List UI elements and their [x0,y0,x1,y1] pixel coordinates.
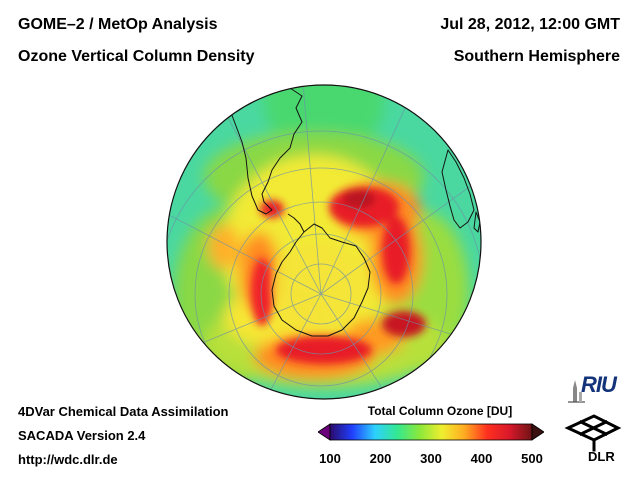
dlr-logo-text: DLR [588,449,615,464]
riu-logo [568,380,585,403]
antarctic-peninsula [287,213,305,233]
south-america-coast [229,85,303,215]
date-label: Jul 28, 2012, 12:00 GMT [440,16,620,33]
colorbar-gradient [329,423,533,441]
footer-line2: SACADA Version 2.4 [18,428,146,443]
madagascar-coast [473,211,481,233]
colorbar-tick-400: 400 [470,451,493,466]
africa-coast [441,149,475,229]
antarctica-coast [271,223,371,337]
riu-logo-text: RIU [581,372,617,397]
footer-line1: 4DVar Chemical Data Assimilation [18,404,229,419]
dlr-logo-icon [564,414,622,452]
colorbar-high-arrow [531,423,544,441]
colorbar-tick-300: 300 [420,451,442,466]
colorbar-tick-500: 500 [521,451,543,466]
colorbar-title: Total Column Ozone [DU] [367,404,513,418]
colorbar [318,423,544,441]
footer-line3: http://wdc.dlr.de [18,452,118,467]
colorbar-low-arrow [318,423,331,441]
graticule [167,85,481,399]
colorbar-tick-200: 200 [369,451,392,466]
riu-tower-icon [573,380,577,402]
title-line2: Ozone Vertical Column Density [18,48,255,65]
colorbar-tick-100: 100 [319,451,341,466]
region-label: Southern Hemisphere [453,48,620,65]
globe-outline [166,84,482,400]
ozone-globe-map [166,84,482,400]
title-line1: GOME–2 / MetOp Analysis [18,16,218,33]
ozone-maximum-ring [251,187,426,364]
